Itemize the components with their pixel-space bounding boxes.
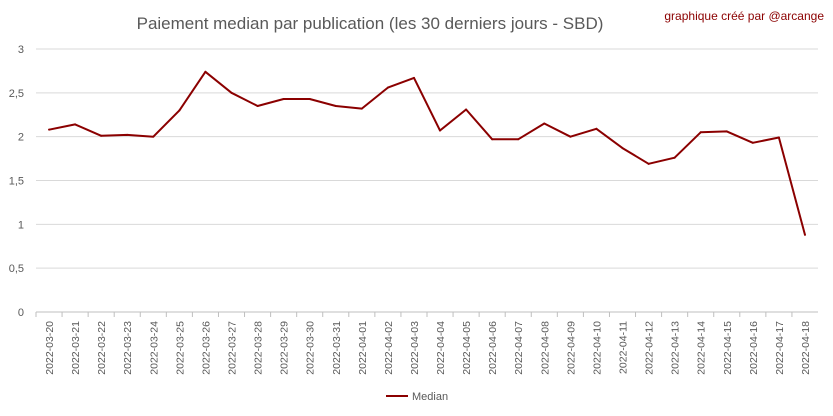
data-point [517, 138, 520, 141]
data-point [491, 138, 494, 141]
x-tick-label: 2022-04-08 [539, 321, 551, 375]
x-tick-label: 2022-03-20 [44, 321, 56, 375]
x-tick-label: 2022-03-29 [279, 321, 291, 375]
x-tick-label: 2022-03-22 [96, 321, 108, 375]
y-tick-label: 1 [18, 219, 24, 231]
data-point [699, 131, 702, 134]
data-point [751, 141, 754, 144]
y-tick-label: 2,5 [9, 88, 24, 100]
x-tick-label: 2022-03-25 [174, 321, 186, 375]
data-point [74, 123, 77, 126]
data-point [48, 128, 51, 131]
y-axis-tick-labels: 0 0,5 1 1,5 2 2,5 3 [9, 44, 24, 319]
x-tick-label: 2022-04-09 [565, 321, 577, 375]
x-tick-label: 2022-04-12 [644, 321, 656, 375]
x-axis-tick-labels: 2022-03-20 2022-03-21 2022-03-22 2022-03-23… [35, 312, 812, 375]
x-tick-label: 2022-04-16 [748, 321, 760, 375]
data-point [777, 136, 780, 139]
data-point [100, 134, 103, 137]
legend-label-median: Median [412, 391, 448, 403]
data-point [621, 147, 624, 150]
data-point [230, 91, 233, 94]
x-tick-label: 2022-04-05 [461, 321, 473, 375]
y-tick-label: 1,5 [9, 176, 24, 188]
data-point [725, 130, 728, 133]
x-tick-label: 2022-03-31 [331, 321, 343, 375]
chart-title: Paiement median par publication (les 30 … [137, 14, 604, 33]
x-tick-label: 2022-04-07 [513, 321, 525, 375]
x-tick-label: 2022-04-18 [800, 321, 812, 375]
x-tick-label: 2022-03-24 [148, 321, 160, 375]
x-tick-label: 2022-04-06 [487, 321, 499, 375]
y-tick-label: 0,5 [9, 263, 24, 275]
y-tick-label: 3 [18, 44, 24, 56]
x-tick-label: 2022-04-17 [774, 321, 786, 375]
y-tick-label: 2 [18, 132, 24, 144]
x-tick-label: 2022-04-02 [383, 321, 395, 375]
series-line-median [48, 70, 806, 236]
x-tick-label: 2022-03-23 [122, 321, 134, 375]
x-tick-label: 2022-04-01 [357, 321, 369, 375]
data-point [412, 76, 415, 79]
x-tick-label: 2022-03-26 [200, 321, 212, 375]
y-tick-label: 0 [18, 307, 24, 319]
data-point [308, 97, 311, 100]
data-point [569, 135, 572, 138]
x-tick-label: 2022-04-15 [722, 321, 734, 375]
x-tick-label: 2022-04-10 [591, 321, 603, 375]
x-tick-label: 2022-04-03 [409, 321, 421, 375]
data-point [673, 156, 676, 159]
data-point [439, 129, 442, 132]
data-point [178, 109, 181, 112]
data-point [152, 135, 155, 138]
grid-lines [36, 48, 818, 313]
data-point [595, 127, 598, 130]
x-tick-label: 2022-04-13 [670, 321, 682, 375]
data-point [543, 122, 546, 125]
data-point [204, 70, 207, 73]
x-tick-label: 2022-03-28 [253, 321, 265, 375]
data-point [282, 97, 285, 100]
data-point [647, 162, 650, 165]
series-lines [48, 70, 806, 236]
chart-credit: graphique créé par @arcange [664, 9, 824, 23]
data-point [360, 107, 363, 110]
data-point [803, 233, 806, 236]
legend: Median [386, 391, 448, 403]
data-point [256, 104, 259, 107]
data-point [334, 104, 337, 107]
data-point [465, 108, 468, 111]
x-tick-label: 2022-03-21 [70, 321, 82, 375]
data-point [386, 86, 389, 89]
x-tick-label: 2022-03-27 [227, 321, 239, 375]
x-tick-label: 2022-03-30 [305, 321, 317, 375]
x-tick-label: 2022-04-14 [696, 321, 708, 375]
x-tick-label: 2022-04-11 [618, 321, 630, 374]
data-point [126, 133, 129, 136]
x-tick-label: 2022-04-04 [435, 321, 447, 375]
